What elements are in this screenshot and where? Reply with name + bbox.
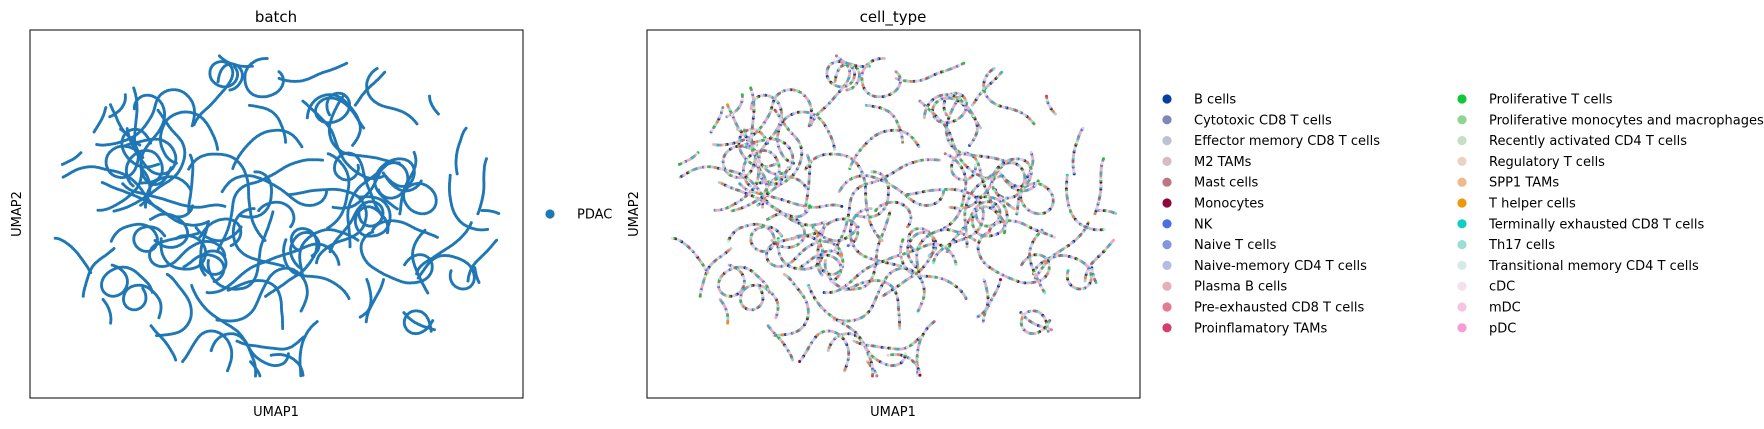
scatter-point	[412, 150, 416, 154]
scatter-point	[300, 145, 304, 149]
scatter-point	[277, 70, 281, 74]
scatter-point	[464, 126, 468, 130]
scatter-point	[356, 163, 360, 167]
scatter-point	[157, 162, 160, 166]
panel-batch: batch UMAP1 UMAP2 PDAC	[10, 8, 612, 420]
scatter-point	[497, 212, 501, 215]
scatter-point	[123, 93, 127, 97]
scatter-point	[326, 152, 330, 156]
scatter-point	[139, 203, 143, 207]
scatter-point	[216, 147, 220, 151]
scatter-point	[257, 209, 261, 213]
scatter-point	[203, 273, 207, 277]
scatter-point	[188, 153, 192, 157]
scatter-point	[385, 231, 389, 235]
scatter-point	[286, 352, 290, 356]
scatter-point	[315, 261, 318, 265]
scatter-point	[207, 220, 210, 223]
scatter-point	[305, 116, 309, 120]
scatter-point	[109, 321, 113, 325]
scatter-point	[122, 144, 125, 148]
scatter-point	[486, 227, 490, 231]
scatter-point	[477, 281, 481, 284]
scatter-point	[139, 162, 143, 166]
scatter-point	[284, 140, 288, 144]
scatter-point	[104, 106, 108, 110]
scatter-point	[156, 108, 160, 112]
scatter-point	[449, 269, 453, 273]
scatter-point	[337, 262, 341, 266]
panel-batch-title: batch	[255, 8, 297, 26]
scatter-point	[223, 204, 227, 208]
scatter-point	[371, 228, 375, 232]
scatter-point	[258, 374, 262, 378]
scatter-point	[217, 54, 221, 58]
scatter-point	[254, 374, 257, 378]
scatter-point	[428, 94, 431, 98]
scatter-point	[485, 157, 488, 161]
scatter-point	[432, 328, 436, 332]
scatter-point	[131, 184, 135, 188]
scatter-point	[141, 286, 145, 290]
scatter-point	[191, 204, 195, 208]
scatter-point	[181, 360, 185, 363]
scatter-point	[375, 67, 379, 70]
scatter-point	[382, 278, 385, 282]
scatter-point	[53, 236, 57, 240]
scatter-point	[301, 373, 305, 377]
scatter-point	[226, 288, 230, 292]
scatter-point	[345, 61, 349, 65]
scatter-point	[206, 259, 210, 262]
scatter-point	[174, 358, 178, 362]
scatter-point	[495, 238, 499, 242]
scatter-point	[132, 86, 136, 90]
scatter-point	[284, 238, 288, 242]
scatter-point	[252, 207, 256, 211]
scatter-point	[60, 162, 64, 166]
scatter-point	[95, 143, 99, 146]
scatter-point	[109, 239, 113, 243]
scatter-point	[426, 291, 430, 295]
scatter-point	[109, 103, 112, 107]
scatter-point	[263, 239, 267, 242]
scatter-point	[302, 335, 306, 339]
scatter-point	[253, 170, 257, 174]
scatter-point	[174, 237, 178, 241]
batch-points	[53, 54, 501, 378]
scatter-point	[328, 113, 331, 117]
scatter-point	[419, 179, 423, 183]
scatter-point	[228, 88, 232, 92]
scatter-point	[165, 272, 169, 276]
scatter-point	[325, 190, 329, 194]
scatter-point	[229, 244, 233, 248]
scatter-point	[81, 294, 85, 298]
scatter-point	[383, 70, 387, 74]
scatter-point	[365, 278, 369, 281]
scatter-point	[132, 107, 136, 111]
